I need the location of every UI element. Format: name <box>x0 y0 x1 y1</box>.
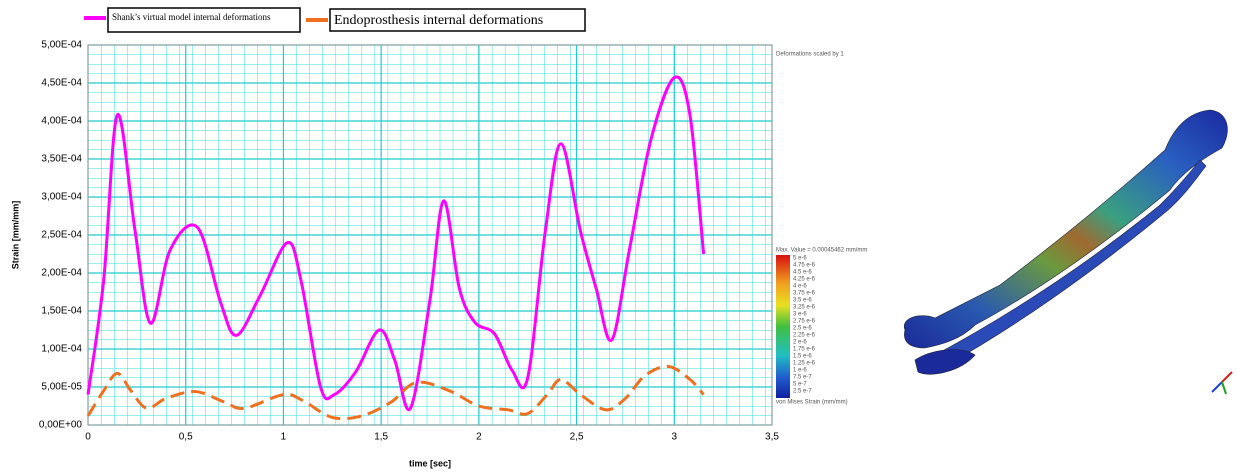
curves <box>86 75 706 421</box>
color-scale <box>776 255 790 398</box>
scale-label: 5 e-6 <box>793 256 807 262</box>
y-tick-label: 1,50E-04 <box>41 306 82 317</box>
x-tick-label: 2 <box>476 432 482 443</box>
scale-label: 5 e-7 <box>793 382 807 388</box>
scale-label: 2.5 e-6 <box>793 326 812 332</box>
x-tick-label: 2,5 <box>570 432 584 443</box>
scale-label: 1.5 e-6 <box>793 354 812 360</box>
ankle <box>914 349 976 375</box>
color-scale-labels: 5 e-64.75 e-64.5 e-64.25 e-64 e-63.75 e-… <box>793 256 816 395</box>
scale-label: 4 e-6 <box>793 284 807 290</box>
fibula <box>934 159 1207 367</box>
x-tick-label: 3,5 <box>765 432 779 443</box>
legend-label: Shank’s virtual model internal deformati… <box>112 12 271 22</box>
y-tick-label: 3,50E-04 <box>41 154 82 165</box>
x-tick-label: 1,5 <box>374 432 388 443</box>
x-tick-label: 0,5 <box>179 432 193 443</box>
y-tick-label: 5,00E-04 <box>41 40 82 51</box>
scale-label: 3.75 e-6 <box>793 291 816 297</box>
x-tick-label: 0 <box>85 432 91 443</box>
tibia <box>903 109 1228 349</box>
x-tick-label: 1 <box>281 432 287 443</box>
y-axis-title: Strain [mm/mm] <box>10 201 20 270</box>
scale-label: 4.75 e-6 <box>793 263 816 269</box>
scale-label: 3 e-6 <box>793 312 807 318</box>
axis-triad <box>1211 371 1233 395</box>
scale-label: 1 e-6 <box>793 368 807 374</box>
scale-label: 3.5 e-6 <box>793 298 812 304</box>
y-tick-label: 2,50E-04 <box>41 230 82 241</box>
scale-label: 4.5 e-6 <box>793 270 812 276</box>
series-line <box>86 75 706 412</box>
legend: Shank’s virtual model internal deformati… <box>84 7 586 33</box>
y-tick-label: 4,00E-04 <box>41 116 82 127</box>
y-tick-label: 4,50E-04 <box>41 78 82 89</box>
x-axis-title: time [sec] <box>409 458 451 468</box>
ticks: 0,00E+00 5,00E-05 1,00E-04 1,50E-04 2,00E-04… <box>39 40 779 443</box>
fe-max-value: Max. Value = 0.00045462 mm/mm <box>776 248 867 254</box>
x-tick-label: 3 <box>672 432 678 443</box>
y-tick-label: 0,00E+00 <box>39 420 83 431</box>
y-tick-label: 3,00E-04 <box>41 192 82 203</box>
fe-caption: Deformations scaled by 1 <box>776 52 844 58</box>
scale-label: 4.25 e-6 <box>793 277 816 283</box>
fe-quantity: von Mises Strain (mm/mm) <box>776 400 848 406</box>
y-tick-label: 2,00E-04 <box>41 268 82 279</box>
fe-model: Deformations scaled by 1 Max. Value = 0.… <box>776 52 1233 406</box>
scale-label: 7.5 e-7 <box>793 375 812 381</box>
scale-label: 2.75 e-6 <box>793 319 816 325</box>
plot-frame <box>87 44 773 426</box>
scale-label: 3.25 e-6 <box>793 305 816 311</box>
scale-label: 1.75 e-6 <box>793 347 816 353</box>
y-tick-label: 5,00E-05 <box>41 382 82 393</box>
scale-label: 2.25 e-6 <box>793 333 816 339</box>
legend-box <box>107 7 301 33</box>
legend-label: Endoprosthesis internal deformations <box>334 13 543 28</box>
scale-label: 2 e-6 <box>793 340 807 346</box>
series-line <box>86 364 705 421</box>
scale-label: 1.25 e-6 <box>793 361 816 367</box>
y-tick-label: 1,00E-04 <box>41 344 82 355</box>
legend-box <box>329 8 586 32</box>
scale-label: 2.5 e-7 <box>793 389 812 395</box>
